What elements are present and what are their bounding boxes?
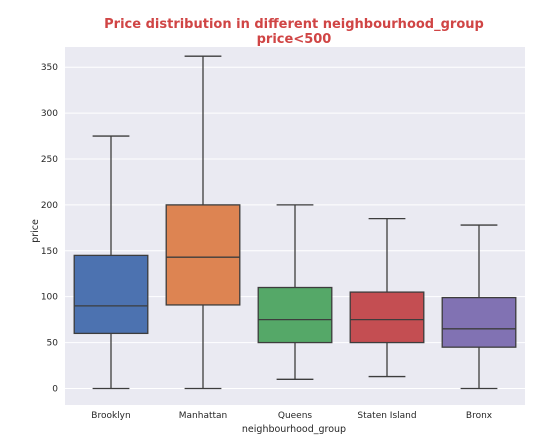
y-axis-label: price	[30, 219, 41, 243]
x-tick-label-bronx: Bronx	[466, 411, 493, 421]
x-tick-labels: Brooklyn Manhattan Queens Staten Island Bron…	[91, 411, 492, 421]
y-tick-label-100: 100	[41, 293, 58, 303]
box-body-bronx	[441, 296, 517, 348]
chart-title: Price distribution in different neighbou…	[104, 17, 484, 32]
box-body-brooklyn	[73, 254, 149, 335]
y-tick-label-150: 150	[41, 247, 58, 257]
box-body-staten-island	[349, 291, 425, 344]
box-manhattan	[165, 55, 241, 390]
x-tick-label-staten-island: Staten Island	[357, 411, 416, 421]
box-body-queens	[257, 286, 333, 344]
boxes	[73, 55, 517, 390]
y-tick-label-350: 350	[41, 63, 58, 73]
chart-subtitle: price<500	[257, 32, 332, 47]
x-tick-label-queens: Queens	[278, 411, 313, 421]
y-tick-label-200: 200	[41, 201, 58, 211]
box-queens	[257, 204, 333, 380]
box-staten-island	[349, 218, 425, 378]
box-bronx	[441, 224, 517, 390]
box-body-manhattan	[165, 204, 241, 306]
y-tick-label-0: 0	[52, 384, 58, 394]
x-tick-label-brooklyn: Brooklyn	[91, 411, 130, 421]
y-tick-labels: 0 50 100 150 200 250 300 350	[41, 63, 58, 394]
x-axis-label: neighbourhood_group	[242, 424, 346, 435]
y-tick-label-300: 300	[41, 109, 58, 119]
x-tick-label-manhattan: Manhattan	[179, 411, 227, 421]
box-brooklyn	[73, 135, 149, 390]
y-tick-label-50: 50	[47, 339, 59, 349]
y-tick-label-250: 250	[41, 155, 58, 165]
